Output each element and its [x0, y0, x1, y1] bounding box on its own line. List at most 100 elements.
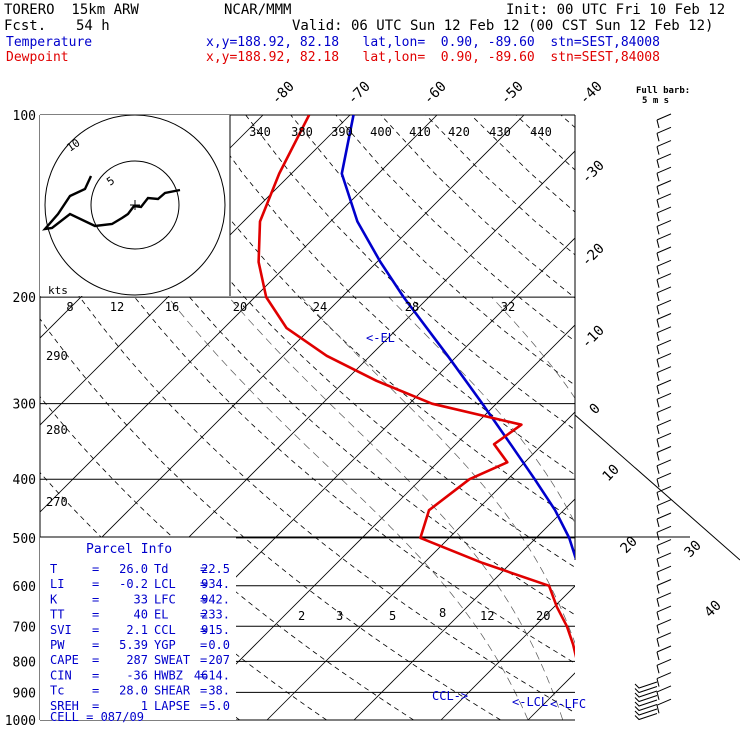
parcel-info-cell: =	[200, 653, 207, 667]
wind-barb	[656, 366, 672, 374]
parcel-info-cell: 207	[208, 653, 230, 667]
wind-barb	[656, 226, 660, 235]
parcel-info-cell: =	[92, 638, 99, 652]
theta-label: 380	[291, 125, 313, 139]
parcel-info-cell: SREH	[50, 699, 79, 713]
isotherm-label: -20	[579, 241, 608, 270]
wind-barb	[634, 686, 658, 694]
wind-barb	[656, 266, 660, 275]
parcel-info-cell: T	[50, 562, 57, 576]
wind-barb	[634, 695, 658, 703]
dry-adiabat-line	[515, 115, 575, 171]
wind-barb	[656, 439, 660, 448]
pressure-label: 600	[13, 580, 36, 595]
wind-barb	[656, 166, 672, 174]
wind-barb	[656, 545, 660, 554]
isotherm-line	[179, 324, 575, 720]
pressure-label: 100	[13, 109, 36, 124]
wind-barb	[656, 153, 672, 161]
parcel-info-panel: Parcel Info T = 26.0 Td =22.5LI = -0.2 LCL =934.…	[40, 536, 236, 724]
isotherm-line	[40, 115, 438, 513]
parcel-info-cell: =	[92, 608, 99, 622]
hodograph-ring-inner	[90, 160, 180, 250]
dry-adiabat-line	[696, 115, 740, 720]
wind-barb	[656, 326, 672, 334]
parcel-info-cell: =	[92, 577, 99, 591]
isotherm-line	[40, 115, 351, 426]
parcel-info-cell: -36	[126, 668, 148, 682]
dry-adiabat-line	[40, 237, 575, 714]
parcel-info-cell: =	[200, 699, 207, 713]
isotherm-label: -10	[579, 323, 608, 352]
pressure-label: 400	[13, 473, 36, 488]
parcel-info-cell: =	[200, 623, 207, 637]
wind-barb	[656, 133, 660, 142]
dry-adiabat-line	[245, 115, 575, 431]
wind-barb	[656, 651, 660, 661]
wind-barb	[656, 552, 672, 560]
wind-barb	[656, 691, 660, 701]
wind-barb	[656, 512, 672, 520]
wind-barb	[656, 186, 660, 195]
dewpoint-legend: Dewpoint	[6, 50, 69, 65]
wind-barb	[656, 485, 672, 493]
parcel-info-cell: =	[200, 668, 207, 682]
wind-barb	[656, 319, 660, 328]
dry-adiabat-line	[425, 115, 575, 256]
parcel-info-cell: 40	[134, 608, 148, 622]
pressure-label: 500	[13, 532, 36, 547]
wind-barb	[656, 672, 672, 680]
parcel-info-cell: 915.	[201, 623, 230, 637]
isotherm-label: -30	[579, 158, 608, 187]
parcel-info-cell: TT	[50, 608, 64, 622]
wind-barb	[656, 472, 672, 480]
dry-adiabat-label: 280	[46, 423, 68, 437]
wind-barb	[656, 558, 660, 568]
parcel-info-cell: =	[92, 684, 99, 698]
isotherm-line	[353, 498, 575, 720]
wind-barb	[656, 299, 672, 307]
wind-barb	[656, 246, 672, 254]
moist-adiabat-line	[388, 296, 575, 524]
hodograph-speed-label: 8	[66, 300, 73, 314]
parcel-info-cell: 26.0	[119, 562, 148, 576]
theta-label: 400	[370, 125, 392, 139]
pressure-label: 900	[13, 686, 36, 701]
wind-barb	[656, 345, 660, 355]
parcel-info-cell: EL	[154, 608, 168, 622]
wind-barb	[656, 372, 660, 381]
dry-adiabat-line	[110, 115, 575, 568]
wind-barb	[656, 572, 660, 581]
parcel-info-cell: CIN	[50, 668, 72, 682]
wind-barb	[656, 385, 660, 395]
dry-adiabat-line	[560, 115, 575, 129]
wind-barb	[656, 419, 672, 427]
isotherm-line	[40, 115, 525, 600]
hodograph-ring-outer	[44, 114, 226, 296]
forecast-hour: 54 h	[76, 18, 110, 34]
isotherm-label: 40	[702, 598, 725, 621]
wind-barb	[656, 579, 672, 586]
isotherm-line	[266, 411, 575, 720]
isotherm-label: 30	[682, 538, 705, 561]
wind-barb	[656, 505, 660, 514]
wind-barb	[656, 492, 660, 501]
mixing-ratio-label: 12	[480, 609, 494, 623]
wind-barb	[634, 704, 658, 712]
parcel-info-cell: =	[200, 577, 207, 591]
wind-barb	[656, 452, 660, 461]
wind-barb	[656, 359, 660, 368]
mixing-ratio-label: 2	[298, 609, 305, 623]
wind-barb	[656, 665, 660, 674]
parcel-info-cell: 0.0	[208, 638, 230, 652]
wind-barb	[656, 239, 660, 248]
theta-label: 430	[489, 125, 511, 139]
wind-barb	[634, 690, 658, 698]
mixing-ratio-label: 3	[336, 609, 343, 623]
wind-barb	[656, 645, 672, 653]
parcel-info-cell: LI	[50, 577, 64, 591]
parcel-info-cell: 4614.	[194, 668, 230, 682]
parcel-info-cell: =	[200, 592, 207, 606]
temperature-legend: Temperature	[6, 35, 93, 50]
wind-barb	[656, 406, 672, 414]
